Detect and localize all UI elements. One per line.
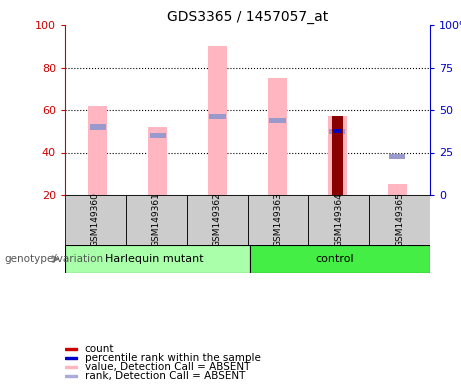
Bar: [328, 116, 347, 195]
Bar: [65, 195, 126, 245]
Bar: [148, 127, 167, 195]
Bar: [248, 195, 308, 245]
Bar: [65, 376, 77, 377]
Bar: [268, 78, 287, 195]
Text: rank, Detection Call = ABSENT: rank, Detection Call = ABSENT: [84, 371, 245, 381]
Bar: [208, 46, 227, 195]
Text: GSM149365: GSM149365: [395, 192, 404, 247]
Text: GSM149360: GSM149360: [91, 192, 100, 247]
Bar: [65, 348, 77, 349]
Bar: [308, 195, 369, 245]
Text: Harlequin mutant: Harlequin mutant: [106, 254, 204, 264]
Bar: [333, 129, 342, 133]
Bar: [126, 195, 187, 245]
Bar: [250, 245, 430, 273]
Bar: [65, 357, 77, 359]
Bar: [90, 124, 106, 130]
Text: value, Detection Call = ABSENT: value, Detection Call = ABSENT: [84, 362, 250, 372]
Bar: [150, 133, 166, 138]
Text: percentile rank within the sample: percentile rank within the sample: [84, 353, 260, 363]
Bar: [89, 106, 107, 195]
Text: GSM149363: GSM149363: [273, 192, 283, 247]
Bar: [187, 195, 248, 245]
Text: genotype/variation: genotype/variation: [5, 254, 104, 264]
Bar: [389, 154, 405, 159]
Bar: [329, 129, 345, 134]
Bar: [269, 118, 285, 123]
Bar: [65, 245, 250, 273]
Text: GSM149361: GSM149361: [152, 192, 161, 247]
Bar: [369, 195, 430, 245]
Bar: [332, 116, 343, 195]
Text: count: count: [84, 344, 114, 354]
Bar: [209, 114, 226, 119]
Bar: [388, 184, 407, 195]
Text: GSM149362: GSM149362: [213, 193, 222, 247]
Bar: [65, 366, 77, 368]
Text: GDS3365 / 1457057_at: GDS3365 / 1457057_at: [167, 10, 328, 24]
Text: GSM149364: GSM149364: [334, 193, 343, 247]
Text: control: control: [315, 254, 354, 264]
